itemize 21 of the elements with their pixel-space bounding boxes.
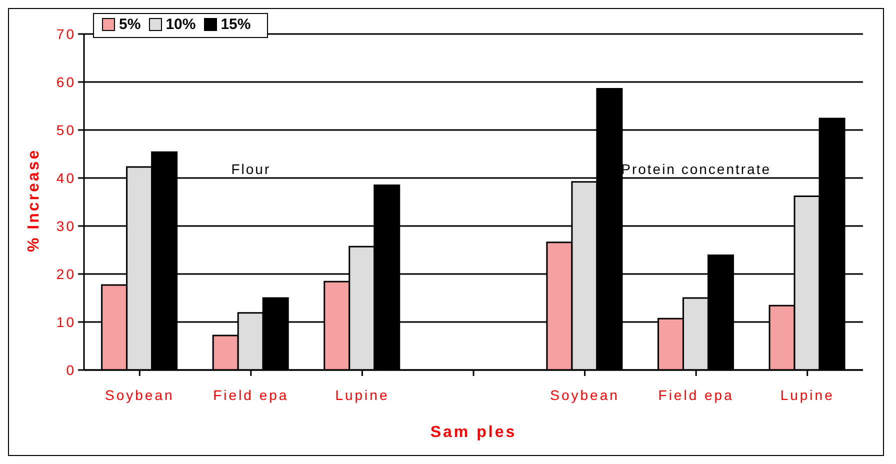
x-tick-label: Lupine xyxy=(780,386,834,403)
x-axis-title: Sam ples xyxy=(430,424,517,441)
y-tick-label: 70 xyxy=(56,26,76,42)
legend-label: 10% xyxy=(164,16,196,33)
x-tick-label: Field epa xyxy=(213,386,289,403)
legend-label: 5% xyxy=(118,16,141,33)
annotation: Flour xyxy=(230,161,272,177)
y-tick-label: 0 xyxy=(66,362,76,378)
x-tick-label: Field epa xyxy=(658,386,734,403)
y-tick-label: 20 xyxy=(56,266,76,282)
annotation: Protein concentrate xyxy=(620,161,772,177)
y-tick-label: 60 xyxy=(56,74,76,90)
y-axis-title: % Increase xyxy=(26,148,43,252)
y-tick-label: 50 xyxy=(56,122,76,138)
x-tick-label: Soybean xyxy=(105,386,174,403)
y-tick-label: 40 xyxy=(56,170,76,186)
x-tick-label: Soybean xyxy=(550,386,620,403)
legend-label: 15% xyxy=(220,16,251,33)
y-tick-label: 10 xyxy=(56,314,76,330)
y-tick-label: 30 xyxy=(56,218,76,234)
x-tick-label: Lupine xyxy=(335,386,390,403)
